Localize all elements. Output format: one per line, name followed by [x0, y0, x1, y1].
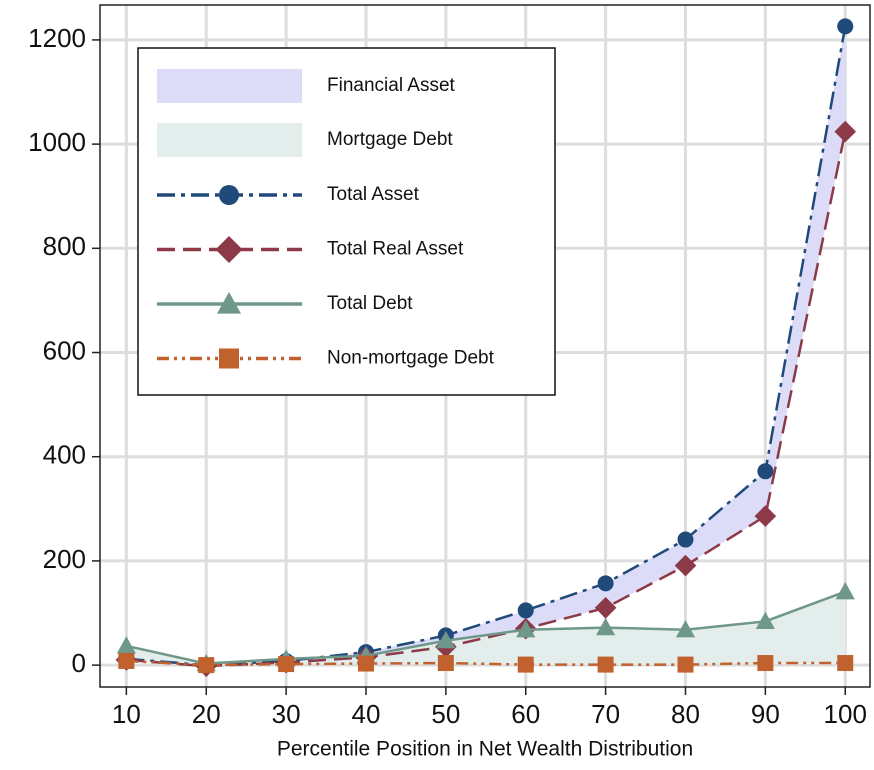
x-tick-label: 30	[272, 699, 301, 729]
areas	[126, 26, 846, 667]
marker	[755, 611, 775, 630]
marker	[834, 120, 857, 143]
marker	[116, 636, 136, 654]
y-tick-label: 200	[43, 544, 86, 574]
marker	[754, 505, 777, 527]
legend-label: Total Real Asset	[327, 239, 464, 260]
x-tick-label: 40	[352, 699, 381, 729]
marker	[357, 655, 374, 672]
marker	[594, 597, 617, 619]
x-tick-label: 20	[192, 699, 221, 729]
marker	[597, 656, 614, 673]
marker	[219, 185, 239, 205]
marker	[436, 631, 456, 649]
marker	[517, 602, 534, 619]
legend-label: Financial Asset	[327, 75, 456, 96]
x-tick-label: 90	[751, 699, 780, 729]
x-tick-label: 10	[112, 699, 141, 729]
marker	[757, 463, 774, 480]
x-tick-label: 100	[824, 699, 867, 729]
lines	[115, 18, 857, 677]
legend: Financial Asset Mortgage Debt Total Asset T…	[137, 47, 556, 396]
marker	[674, 554, 697, 577]
marker	[597, 575, 614, 592]
marker	[437, 655, 454, 672]
x-axis-label: Percentile Position in Net Wealth Distri…	[277, 738, 693, 761]
x-tick-label: 60	[511, 699, 540, 729]
marker	[219, 348, 239, 369]
line	[126, 131, 847, 668]
y-tick-label: 800	[43, 231, 86, 261]
legend-swatch	[157, 123, 302, 157]
marker	[517, 656, 534, 673]
area	[126, 591, 846, 666]
legend-box	[137, 47, 556, 396]
y-tick-label: 400	[43, 440, 86, 470]
legend-label: Mortgage Debt	[327, 129, 453, 150]
marker	[217, 292, 241, 314]
legend-label: Total Debt	[327, 293, 413, 314]
y-tick-label: 600	[43, 335, 86, 365]
marker	[837, 655, 854, 672]
y-tick-label: 1000	[28, 127, 86, 157]
x-tick-label: 70	[591, 699, 620, 729]
line	[126, 659, 846, 667]
marker	[215, 236, 243, 263]
marker	[198, 657, 215, 674]
y-tick-label: 0	[72, 648, 86, 678]
plot-frame	[99, 4, 871, 688]
y-tick-label: 1200	[28, 23, 86, 53]
marker	[278, 656, 295, 673]
marker	[516, 620, 536, 638]
marker	[837, 18, 854, 35]
marker	[835, 582, 855, 600]
x-tick-label: 50	[431, 699, 460, 729]
legend-swatch	[157, 69, 302, 103]
marker	[677, 531, 694, 548]
marker	[677, 656, 694, 673]
axes: 0 200 400 600 800 1000 1200 10 20 30 40 50 60 70 80 90 1…	[28, 23, 867, 729]
legend-label: Total Asset	[327, 184, 420, 205]
legend-label: Non-mortgage Debt	[327, 348, 495, 369]
marker	[757, 655, 774, 672]
marker	[118, 652, 135, 669]
line	[126, 590, 846, 665]
marker	[596, 618, 616, 636]
x-tick-label: 80	[671, 699, 700, 729]
marker	[675, 620, 696, 638]
